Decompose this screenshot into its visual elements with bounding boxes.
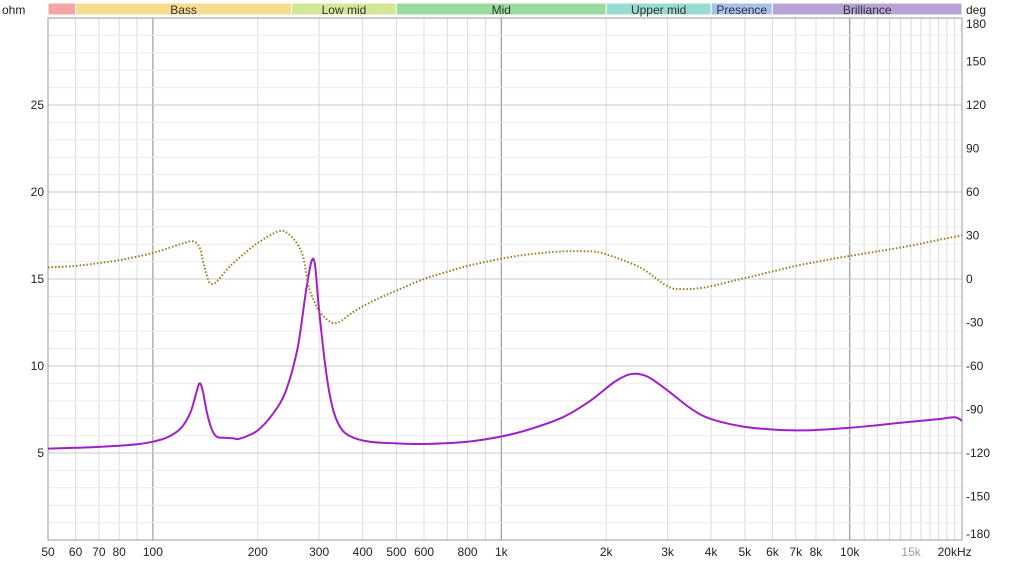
right-tick-label: 60 xyxy=(966,185,980,199)
band-label: Presence xyxy=(716,3,767,17)
left-tick-label: 25 xyxy=(31,98,45,112)
x-tick-label: 15k xyxy=(901,545,921,559)
frequency-band-bar: Bass Low mid Mid Upper mid Presence Brillianc… xyxy=(47,2,963,17)
right-tick-label: -180 xyxy=(966,527,990,541)
impedance-series-line xyxy=(47,257,963,450)
right-tick-label: 150 xyxy=(966,55,986,69)
x-axis-ticks: 50 60 70 80 100 200 300 400 500 600 800 1k 2k 3k 4k 5k 6… xyxy=(41,545,971,559)
x-tick-label: 70 xyxy=(92,545,106,559)
x-tick-label: 10k xyxy=(840,545,860,559)
band-6 xyxy=(771,2,963,16)
x-tick-label: 80 xyxy=(112,545,126,559)
x-tick-label: 300 xyxy=(309,545,329,559)
x-tick-label: 1k xyxy=(495,545,509,559)
x-tick-label: 3k xyxy=(661,545,675,559)
left-tick-label: 20 xyxy=(31,185,45,199)
x-tick-label: 4k xyxy=(705,545,719,559)
grid xyxy=(47,18,963,540)
phase-series-line xyxy=(47,229,963,325)
series xyxy=(47,229,963,450)
right-tick-label: 120 xyxy=(966,98,986,112)
right-tick-label: 90 xyxy=(966,142,980,156)
left-tick-label: 15 xyxy=(31,272,45,286)
x-tick-label: 60 xyxy=(69,545,83,559)
x-tick-label: 8k xyxy=(810,545,824,559)
right-tick-label: -60 xyxy=(966,359,984,373)
x-tick-label: 7k xyxy=(789,545,803,559)
left-axis-ticks: 5 10 15 20 25 xyxy=(31,98,45,460)
x-tick-label: 500 xyxy=(386,545,406,559)
left-unit-label: ohm xyxy=(2,3,25,17)
right-tick-label: 30 xyxy=(966,229,980,243)
right-unit-label: deg xyxy=(966,3,986,17)
x-tick-label: 600 xyxy=(414,545,434,559)
x-tick-label: 400 xyxy=(353,545,373,559)
x-tick-label: 20kHz xyxy=(938,545,972,559)
right-axis-ticks: 180 150 120 90 60 30 0 -30 -60 -90 -120 -150 -180 xyxy=(966,17,990,541)
plot-frame xyxy=(47,17,963,541)
right-tick-label: -90 xyxy=(966,403,984,417)
x-tick-label: 6k xyxy=(766,545,780,559)
band-label: Upper mid xyxy=(631,3,686,17)
x-tick-label: 100 xyxy=(143,545,163,559)
x-tick-label: 2k xyxy=(600,545,614,559)
x-tick-label: 50 xyxy=(41,545,55,559)
left-tick-label: 5 xyxy=(37,446,44,460)
band-label: Bass xyxy=(170,3,197,17)
x-tick-label: 800 xyxy=(458,545,478,559)
right-tick-label: 180 xyxy=(966,17,986,31)
right-tick-label: -120 xyxy=(966,446,990,460)
band-0 xyxy=(47,2,77,16)
left-tick-label: 10 xyxy=(31,359,45,373)
band-label: Low mid xyxy=(322,3,367,17)
band-label: Brilliance xyxy=(843,3,892,17)
band-label: Mid xyxy=(492,3,511,17)
x-tick-label: 200 xyxy=(248,545,268,559)
x-tick-label: 5k xyxy=(739,545,753,559)
right-tick-label: -30 xyxy=(966,316,984,330)
right-tick-label: 0 xyxy=(966,272,973,286)
right-tick-label: -150 xyxy=(966,490,990,504)
